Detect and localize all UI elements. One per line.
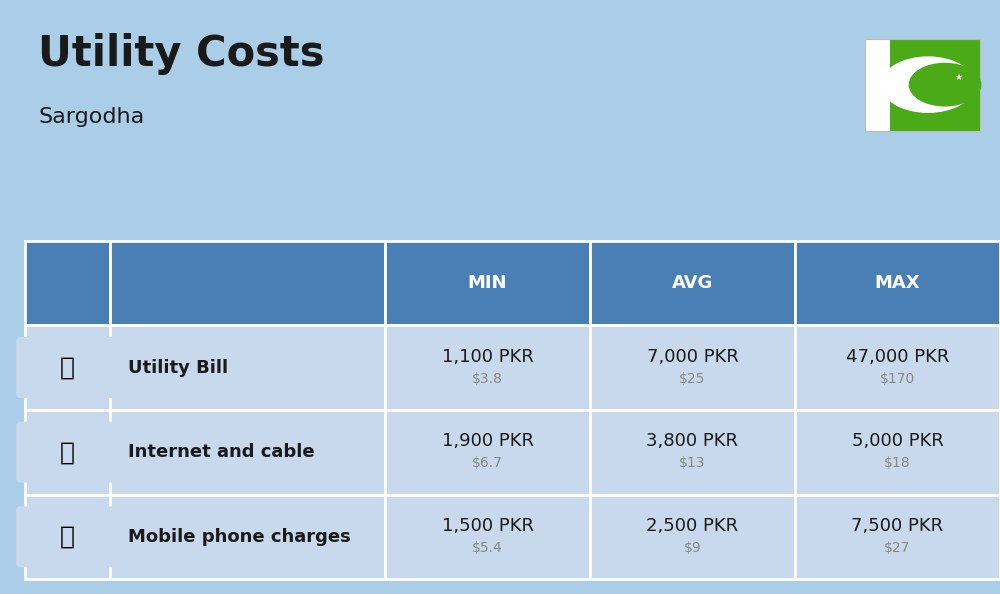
Text: 1,100 PKR: 1,100 PKR <box>442 347 533 365</box>
Text: $18: $18 <box>884 456 911 470</box>
FancyBboxPatch shape <box>110 241 385 326</box>
FancyBboxPatch shape <box>590 326 795 410</box>
Text: Utility Bill: Utility Bill <box>128 359 228 377</box>
Text: 47,000 PKR: 47,000 PKR <box>846 347 949 365</box>
Text: 🔌: 🔌 <box>60 356 75 380</box>
Text: 3,800 PKR: 3,800 PKR <box>646 432 738 450</box>
Text: $3.8: $3.8 <box>472 371 503 386</box>
Text: 7,000 PKR: 7,000 PKR <box>647 347 738 365</box>
FancyBboxPatch shape <box>590 494 795 579</box>
FancyBboxPatch shape <box>25 326 110 410</box>
FancyBboxPatch shape <box>590 241 795 326</box>
Text: $25: $25 <box>679 371 706 386</box>
FancyBboxPatch shape <box>590 410 795 494</box>
FancyBboxPatch shape <box>25 410 110 494</box>
Text: Utility Costs: Utility Costs <box>38 33 324 75</box>
Circle shape <box>909 64 981 106</box>
Text: $13: $13 <box>679 456 706 470</box>
FancyBboxPatch shape <box>16 506 119 567</box>
Text: 1,500 PKR: 1,500 PKR <box>442 517 534 535</box>
FancyBboxPatch shape <box>16 422 119 483</box>
FancyBboxPatch shape <box>110 494 385 579</box>
Text: MIN: MIN <box>468 274 507 292</box>
Text: $6.7: $6.7 <box>472 456 503 470</box>
Text: 5,000 PKR: 5,000 PKR <box>852 432 943 450</box>
Text: Sargodha: Sargodha <box>38 107 144 127</box>
FancyBboxPatch shape <box>385 241 590 326</box>
FancyBboxPatch shape <box>110 410 385 494</box>
FancyBboxPatch shape <box>385 494 590 579</box>
Text: 📶: 📶 <box>60 440 75 464</box>
Text: 2,500 PKR: 2,500 PKR <box>646 517 739 535</box>
FancyBboxPatch shape <box>25 241 110 326</box>
Text: AVG: AVG <box>672 274 713 292</box>
Text: $27: $27 <box>884 541 911 555</box>
FancyBboxPatch shape <box>795 494 1000 579</box>
FancyBboxPatch shape <box>890 39 980 131</box>
FancyBboxPatch shape <box>385 410 590 494</box>
Text: $170: $170 <box>880 371 915 386</box>
Text: 1,900 PKR: 1,900 PKR <box>442 432 534 450</box>
Text: ★: ★ <box>955 73 963 82</box>
Text: MAX: MAX <box>875 274 920 292</box>
FancyBboxPatch shape <box>16 337 119 398</box>
Text: $5.4: $5.4 <box>472 541 503 555</box>
FancyBboxPatch shape <box>110 326 385 410</box>
FancyBboxPatch shape <box>865 39 890 131</box>
FancyBboxPatch shape <box>795 326 1000 410</box>
Text: Mobile phone charges: Mobile phone charges <box>128 528 351 546</box>
FancyBboxPatch shape <box>25 494 110 579</box>
Text: $9: $9 <box>684 541 701 555</box>
FancyBboxPatch shape <box>795 410 1000 494</box>
FancyBboxPatch shape <box>385 326 590 410</box>
Text: 7,500 PKR: 7,500 PKR <box>851 517 944 535</box>
Text: 📱: 📱 <box>60 525 75 549</box>
Text: Internet and cable: Internet and cable <box>128 443 315 461</box>
Circle shape <box>881 57 974 112</box>
FancyBboxPatch shape <box>795 241 1000 326</box>
